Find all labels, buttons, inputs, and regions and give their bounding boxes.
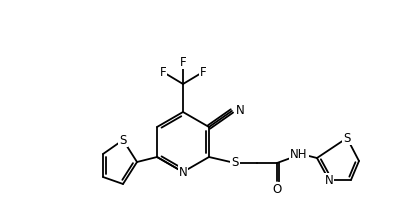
Text: F: F (200, 65, 206, 79)
Text: S: S (119, 133, 127, 147)
Text: S: S (343, 131, 351, 145)
Text: F: F (180, 56, 186, 69)
Text: O: O (272, 183, 282, 196)
Text: N: N (179, 165, 187, 178)
Text: F: F (160, 65, 166, 79)
Text: N: N (236, 104, 245, 117)
Text: N: N (325, 174, 333, 186)
Text: S: S (231, 157, 239, 170)
Text: NH: NH (290, 149, 308, 161)
